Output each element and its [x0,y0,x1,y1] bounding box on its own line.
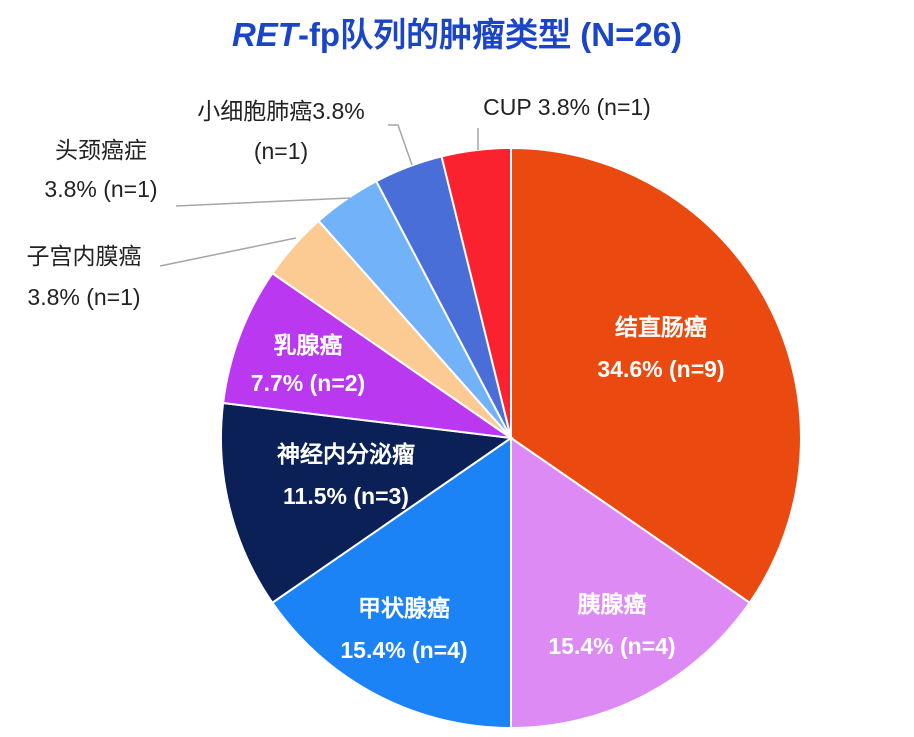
pie-slices [220,146,802,730]
slice-label-value: 15.4% (n=4) [340,637,467,663]
pie-slice [510,146,802,605]
pie-slice [270,436,512,730]
leader-lines [159,124,479,267]
slice-label-name: 神经内分泌瘤 [277,441,415,467]
slice-label-value: 15.4% (n=4) [548,633,675,659]
slice-label-name: 结直肠癌 [615,314,707,340]
slice-label-value: (n=1) [254,138,308,164]
slice-label-value: 11.5% (n=3) [283,483,409,509]
chart-title: RET-fp队列的肿瘤类型 (N=26) [0,8,914,56]
slice-labels: 结直肠癌 34.6% (n=9) 胰腺癌 15.4% (n=4) 甲状腺癌 15.4% (… [27,94,725,663]
slice-label-value: 7.7% (n=2) [251,370,365,396]
pie-slice [220,401,514,605]
pie-slice [440,146,512,439]
slice-label: CUP 3.8% (n=1) [483,94,651,120]
leader-line [159,237,297,267]
chart-title-rest: -fp队列的肿瘤类型 (N=26) [297,16,683,53]
slice-label-name: 头颈癌症 [55,137,147,163]
slice-label-name: 胰腺癌 [577,591,647,617]
slice-label-value: 34.6% (n=9) [597,356,724,382]
pie-slice [221,271,512,439]
slice-label-value: 3.8% (n=1) [27,284,140,310]
chart-title-italic: RET [231,16,298,53]
leader-line [175,197,351,207]
slice-label-name: 小细胞肺癌3.8% [197,98,364,124]
pie-slice [510,436,752,730]
slice-label-value: 3.8% (n=1) [44,176,157,202]
leader-line [388,124,413,166]
slice-label-name: 甲状腺癌 [358,595,450,621]
slice-label-name: 子宫内膜癌 [27,243,142,269]
slice-label-name: 乳腺癌 [274,332,343,358]
